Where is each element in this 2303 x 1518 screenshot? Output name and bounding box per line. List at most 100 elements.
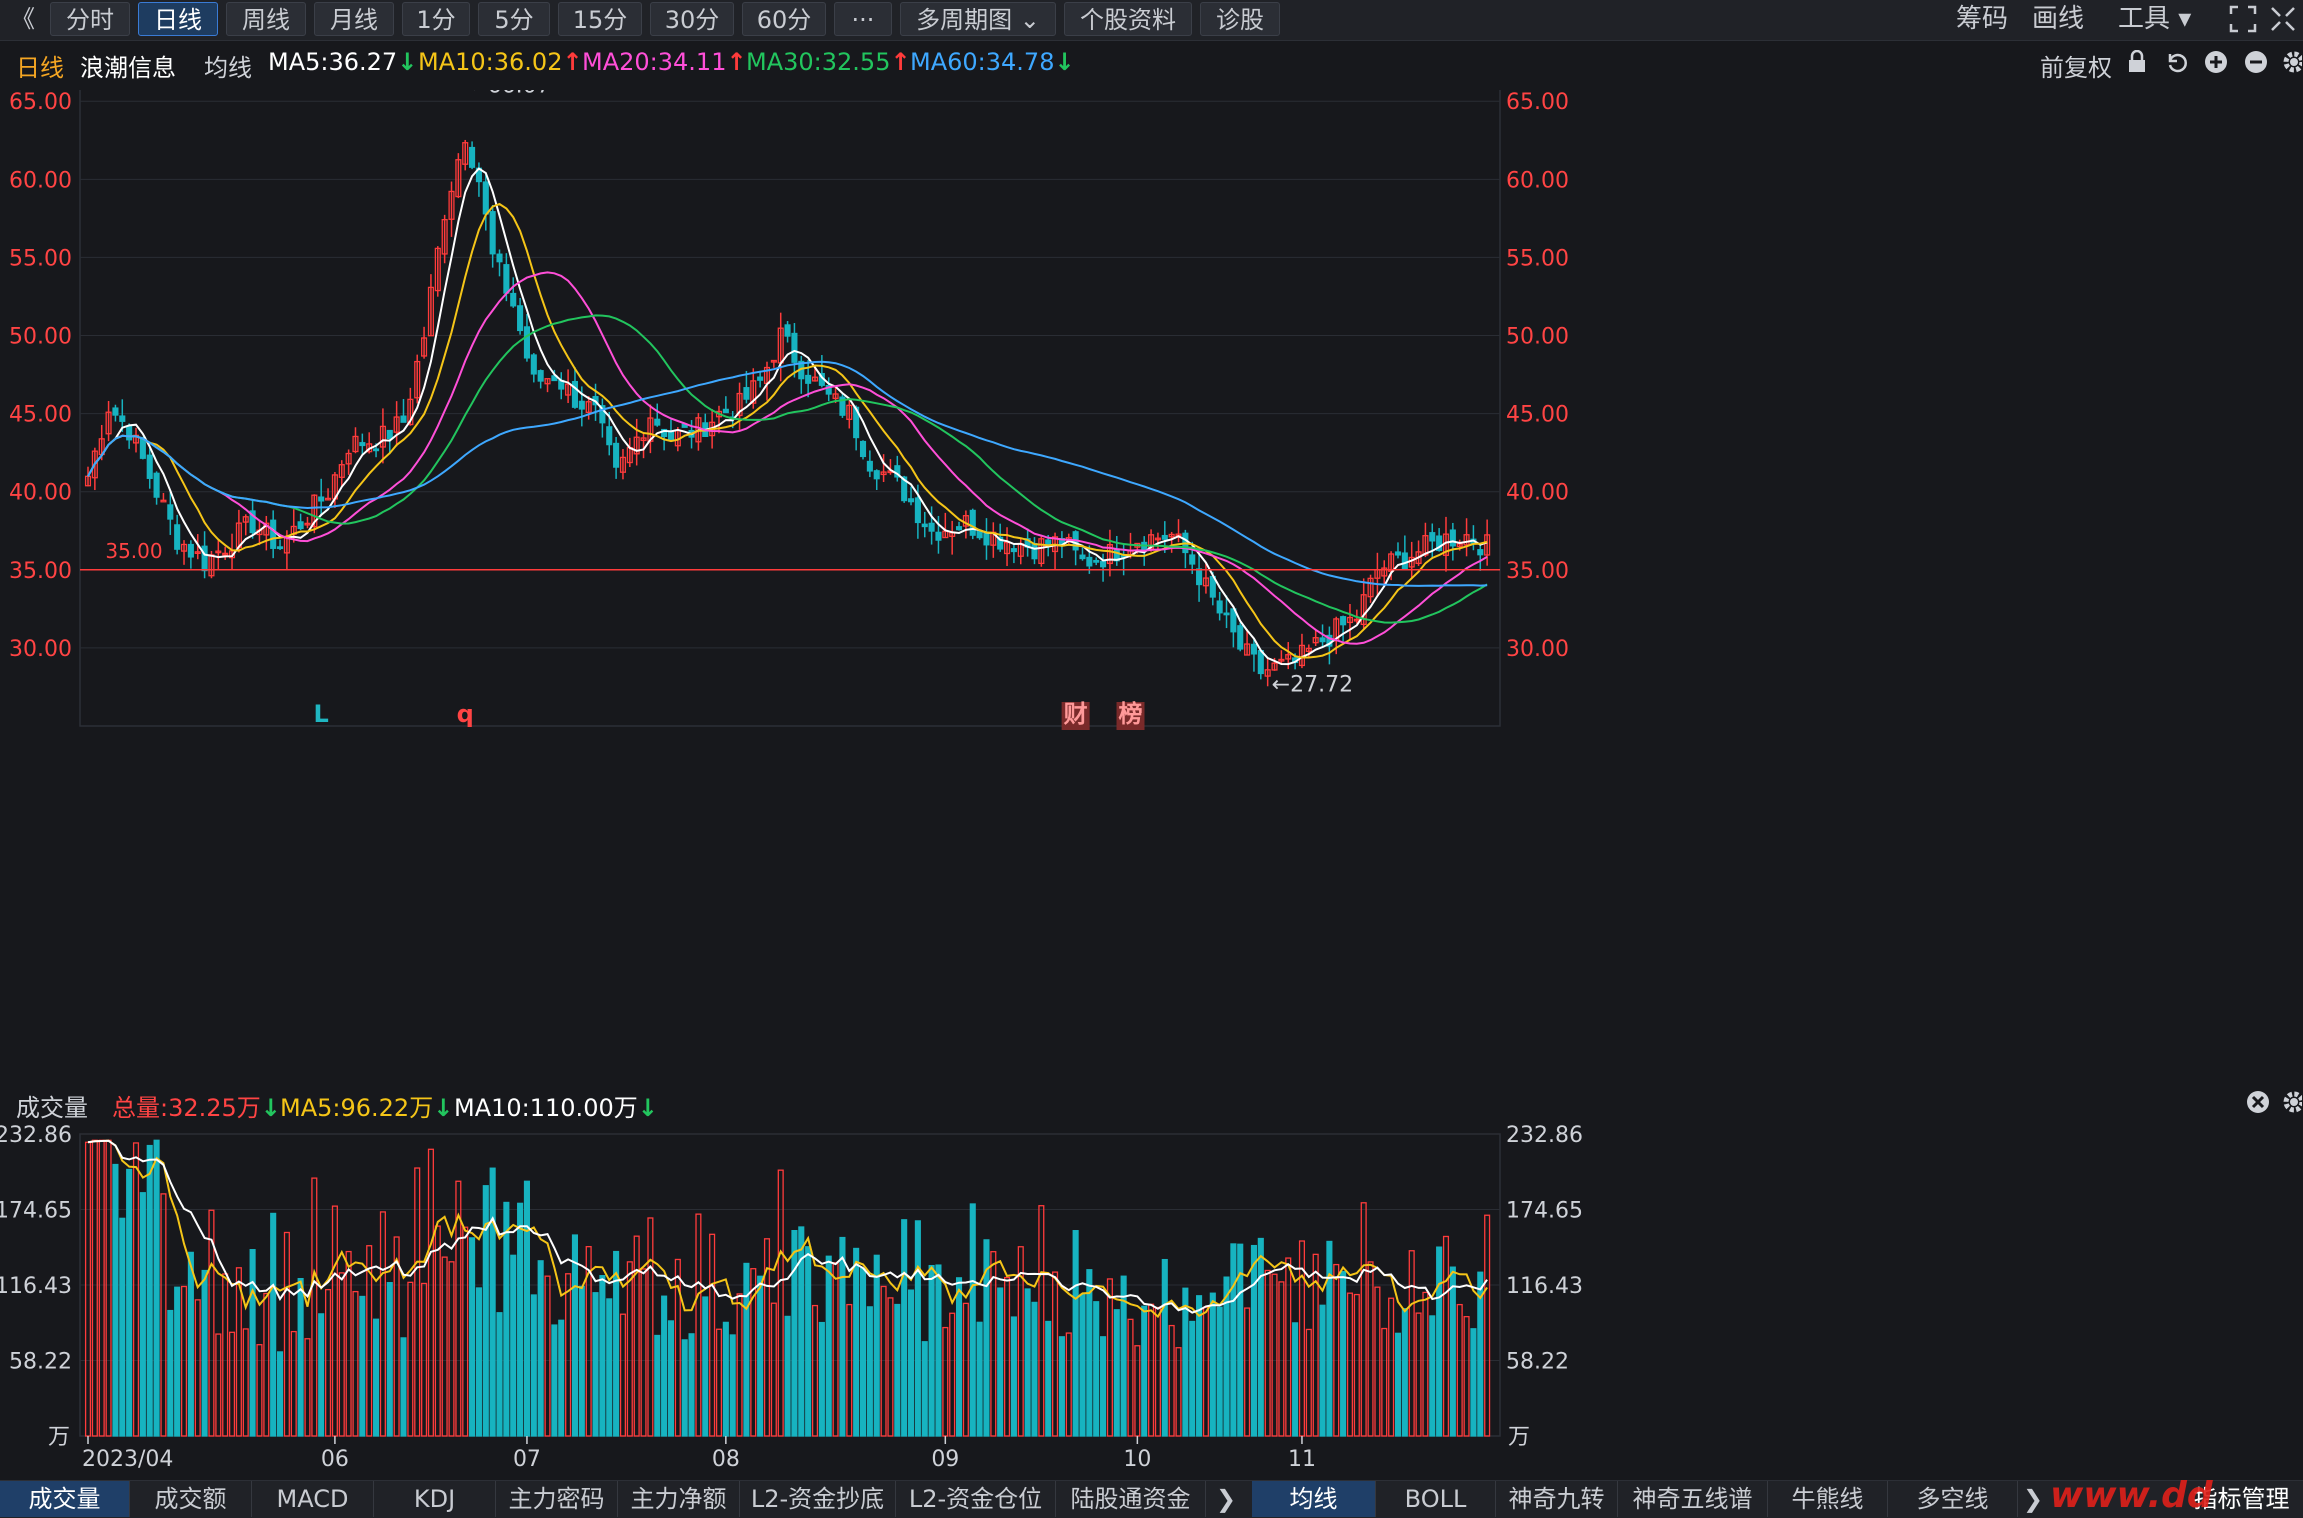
overlay-next-icon[interactable]: ❯ (2022, 1485, 2044, 1513)
candle-body (873, 470, 880, 480)
tab-main-code[interactable]: 主力密码 (496, 1481, 618, 1517)
volume-bar (997, 1287, 1004, 1437)
volume-bar (1353, 1293, 1360, 1437)
volume-bar (1134, 1345, 1141, 1437)
candle-body (1003, 541, 1011, 555)
gear-icon[interactable] (2282, 50, 2303, 80)
candle-body (1196, 568, 1203, 586)
volume-bar (565, 1273, 572, 1437)
volume-bar (263, 1292, 270, 1437)
candle-body (654, 418, 661, 426)
tab-volume[interactable]: 成交量 (0, 1481, 130, 1517)
price-tick-right: 45.00 (1506, 403, 1569, 428)
volume-bar (901, 1219, 908, 1437)
volume-title: 成交量 (16, 1094, 88, 1122)
tab-l2-bottom[interactable]: L2-资金抄底 (740, 1481, 896, 1517)
volume-chart[interactable]: 232.86 232.86 174.65 174.65 116.43 116.43 58.2… (0, 1124, 2303, 1480)
volume-bar (1484, 1214, 1491, 1437)
indicator-manager-button[interactable]: 指标管理 (2193, 1485, 2290, 1513)
diagnose-button[interactable]: 诊股 (1200, 2, 1280, 36)
volume-bar (811, 1304, 819, 1437)
more-periods-button[interactable]: ··· (834, 2, 892, 36)
volume-bar (633, 1235, 640, 1437)
volume-tick-right: 174.65 (1506, 1198, 1583, 1223)
candle-body (825, 384, 832, 395)
volume-bar (880, 1285, 887, 1437)
tab-magic-five[interactable]: 神奇五线谱 (1618, 1481, 1768, 1517)
x-label: 07 (513, 1447, 541, 1472)
volume-bar (715, 1328, 723, 1437)
candle-body (1422, 535, 1429, 556)
volume-bar (1360, 1202, 1367, 1437)
volume-bar (91, 1139, 98, 1437)
volume-bar (283, 1231, 290, 1437)
tools-dropdown[interactable]: 工具 ▾ (2118, 4, 2192, 34)
undo-icon[interactable] (2164, 50, 2188, 80)
candle-body (1278, 658, 1285, 662)
tab-magic-nine[interactable]: 神奇九转 (1496, 1481, 1618, 1517)
price-chart[interactable]: 65.00 65.00 60.00 60.00 55.00 55.00 50.00 50.00… (0, 90, 2303, 1070)
volume-bar (338, 1272, 345, 1437)
volume-bar (894, 1303, 901, 1437)
volume-settings-icon[interactable] (2282, 1090, 2303, 1120)
tab-macd[interactable]: MACD (252, 1481, 374, 1517)
lock-icon[interactable] (2126, 49, 2148, 80)
tab-l2-position[interactable]: L2-资金仓位 (896, 1481, 1056, 1517)
tab-1min[interactable]: 1分 (402, 2, 470, 36)
tab-daily[interactable]: 日线 (138, 2, 218, 36)
tab-15min[interactable]: 15分 (558, 2, 642, 36)
stock-name[interactable]: 浪潮信息 (80, 54, 176, 82)
tab-weekly[interactable]: 周线 (226, 2, 306, 36)
tab-monthly[interactable]: 月线 (314, 2, 394, 36)
ma-settings-label[interactable]: 均线 (204, 54, 252, 82)
candle-body (839, 396, 846, 416)
volume-bar (1401, 1308, 1408, 1437)
price-tick-left: 45.00 (9, 403, 72, 428)
watermark: www.dd (2050, 1475, 2213, 1516)
tab-5min[interactable]: 5分 (478, 2, 550, 36)
tab-bull-bear[interactable]: 牛熊线 (1768, 1481, 1888, 1517)
volume-ma10: MA10:110.00万↓ (454, 1094, 658, 1122)
volume-bar (208, 1209, 215, 1437)
volume-bar (613, 1250, 620, 1437)
chips-button[interactable]: 筹码 (1956, 4, 2009, 34)
candle-body (1429, 532, 1436, 542)
volume-bar (462, 1226, 469, 1437)
zoom-out-icon[interactable] (2244, 50, 2268, 80)
adjust-mode-dropdown[interactable]: 前复权 (2040, 54, 2112, 82)
volume-bar (139, 1192, 146, 1437)
candle-body (455, 159, 462, 198)
tab-main-net[interactable]: 主力净额 (618, 1481, 740, 1517)
candle-body (139, 436, 146, 459)
tab-long-short[interactable]: 多空线 (1888, 1481, 2018, 1517)
multi-period-dropdown[interactable]: 多周期图 ⌄ (900, 2, 1056, 36)
ma30-value: MA30:32.55↑ (746, 48, 911, 76)
candle-body (119, 415, 126, 422)
tabs-next-icon[interactable]: ❯ (1215, 1485, 1237, 1513)
tab-northbound[interactable]: 陆股通资金 (1056, 1481, 1206, 1517)
back-icon[interactable]: 《 (11, 5, 35, 33)
candle-body (1484, 534, 1491, 556)
zoom-in-icon[interactable] (2204, 50, 2228, 80)
volume-bar (1093, 1301, 1100, 1437)
draw-line-button[interactable]: 画线 (2032, 4, 2085, 34)
candle-body (215, 550, 222, 554)
window-restore-icon[interactable] (2268, 4, 2298, 34)
stock-profile-button[interactable]: 个股资料 (1064, 2, 1192, 36)
volume-bar (887, 1297, 894, 1437)
tab-30min[interactable]: 30分 (650, 2, 734, 36)
tab-fenshi[interactable]: 分时 (50, 2, 130, 36)
volume-bar (1072, 1230, 1079, 1437)
tab-turnover[interactable]: 成交额 (130, 1481, 252, 1517)
tab-kdj[interactable]: KDJ (374, 1481, 496, 1517)
tab-60min[interactable]: 60分 (742, 2, 826, 36)
tab-ma-overlay[interactable]: 均线 (1252, 1481, 1376, 1517)
candle-body (530, 354, 537, 375)
candle-body (345, 452, 352, 465)
tab-boll[interactable]: BOLL (1376, 1481, 1496, 1517)
volume-bar (846, 1303, 853, 1437)
candle-body (180, 543, 188, 552)
close-icon[interactable] (2246, 1090, 2270, 1120)
fullscreen-icon[interactable] (2228, 4, 2258, 34)
volume-bar (1367, 1261, 1374, 1437)
